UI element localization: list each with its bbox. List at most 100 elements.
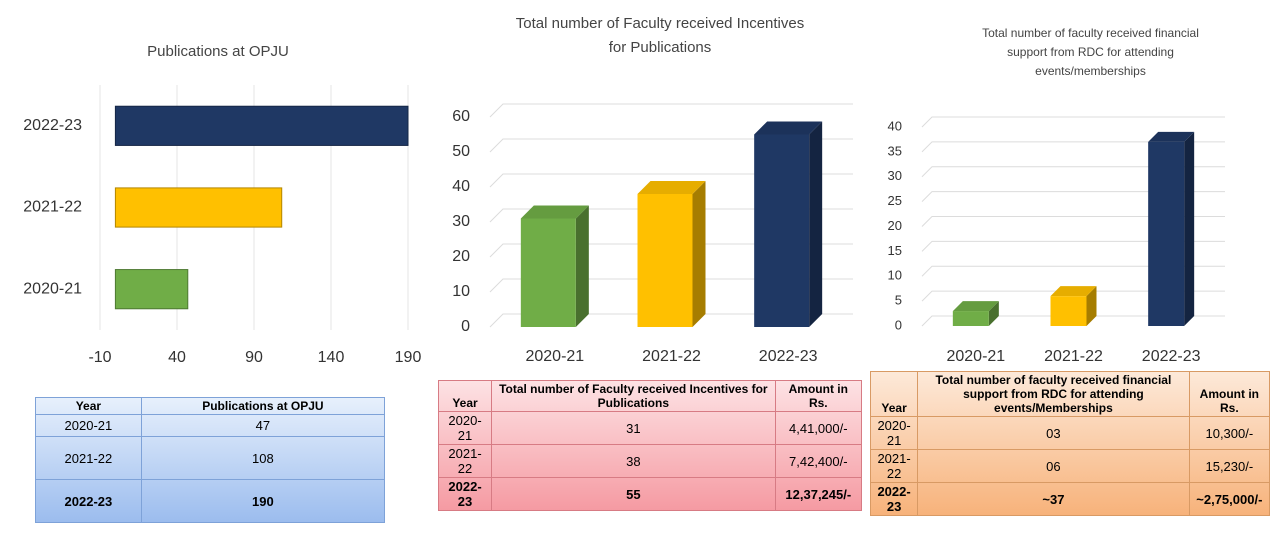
table-cell: 15,230/- bbox=[1188, 449, 1271, 483]
y-tick-label: 30 bbox=[452, 213, 470, 230]
y-tick-label: 30 bbox=[888, 168, 902, 183]
y-tick-label: 0 bbox=[461, 318, 470, 335]
y-tick-label: 0 bbox=[895, 317, 902, 332]
bar-top bbox=[520, 205, 589, 219]
x-tick-label: 2020-21 bbox=[946, 348, 1005, 365]
data-table: Year Total number of faculty received fin… bbox=[869, 371, 1271, 516]
table-cell: 38 bbox=[491, 444, 776, 478]
bar bbox=[1050, 296, 1087, 326]
grid-line bbox=[489, 103, 853, 118]
grid-line bbox=[921, 166, 1225, 178]
y-tick-label: 2021-22 bbox=[23, 199, 82, 216]
y-tick-label: 20 bbox=[452, 248, 470, 265]
y-tick-label: 60 bbox=[452, 108, 470, 125]
header-cell: Total number of Faculty received Incenti… bbox=[491, 380, 776, 412]
table-cell: 2022-23 bbox=[35, 479, 142, 523]
table-header: Year Total number of Faculty received Inc… bbox=[437, 380, 863, 412]
x-tick-label: 2022-23 bbox=[759, 348, 818, 365]
y-tick-label: 35 bbox=[888, 143, 902, 158]
header-cell: Publications at OPJU bbox=[140, 397, 386, 415]
grid-line bbox=[489, 208, 853, 223]
table-cell: 4,41,000/- bbox=[774, 411, 863, 445]
bar-top bbox=[952, 301, 999, 312]
data-table: Year Total number of Faculty received Inc… bbox=[437, 380, 863, 511]
table-row: 2020-21 31 4,41,000/- bbox=[437, 411, 863, 445]
table-cell: 190 bbox=[140, 479, 386, 523]
table-cell: 2020-21 bbox=[869, 416, 919, 450]
bar-top bbox=[754, 121, 823, 135]
table-cell: 108 bbox=[140, 436, 386, 480]
table-header: Year Total number of faculty received fin… bbox=[869, 371, 1271, 417]
table-cell: ~37 bbox=[917, 482, 1190, 516]
header-cell: Year bbox=[35, 397, 142, 415]
y-tick-label: 5 bbox=[895, 293, 902, 308]
x-tick-label: 140 bbox=[318, 349, 345, 366]
bar bbox=[754, 134, 810, 327]
chart-title: Total number of faculty received financi… bbox=[982, 26, 1199, 79]
table-cell: 12,37,245/- bbox=[774, 477, 863, 511]
table-row: 2020-21 47 bbox=[35, 414, 386, 437]
grid-line bbox=[489, 138, 853, 153]
bar bbox=[520, 218, 576, 327]
x-tick-label: 2020-21 bbox=[525, 348, 584, 365]
y-tick-label: 10 bbox=[452, 283, 470, 300]
x-tick-label: 190 bbox=[395, 349, 422, 366]
table-cell: 2021-22 bbox=[869, 449, 919, 483]
table-cell: 2022-23 bbox=[869, 482, 919, 516]
y-tick-label: 2020-21 bbox=[23, 280, 82, 297]
table-cell: 2022-23 bbox=[437, 477, 493, 511]
grid-line bbox=[489, 243, 853, 258]
grid-line bbox=[921, 290, 1225, 302]
y-tick-label: 2022-23 bbox=[23, 117, 82, 134]
table-cell: 31 bbox=[491, 411, 776, 445]
table-cell: 06 bbox=[917, 449, 1190, 483]
bar bbox=[952, 311, 989, 326]
x-tick-label: 90 bbox=[245, 349, 263, 366]
table-cell: 55 bbox=[491, 477, 776, 511]
table-row: 2022-23 55 12,37,245/- bbox=[437, 477, 863, 511]
bar-top bbox=[1148, 131, 1195, 142]
bar-side bbox=[809, 121, 823, 327]
y-tick-label: 50 bbox=[452, 143, 470, 160]
grid-line bbox=[921, 315, 1225, 327]
grid-line bbox=[921, 116, 1225, 128]
bar-side bbox=[1086, 286, 1097, 326]
table-cell: 2020-21 bbox=[437, 411, 493, 445]
table-row: 2020-21 03 10,300/- bbox=[869, 416, 1271, 450]
bar-top bbox=[1050, 286, 1097, 297]
bar-side bbox=[988, 301, 999, 326]
y-tick-label: 40 bbox=[452, 178, 470, 195]
grid-line bbox=[921, 191, 1225, 202]
x-tick-label: 40 bbox=[168, 349, 186, 366]
bar bbox=[637, 194, 693, 327]
bar-side bbox=[575, 205, 589, 327]
table-row: 2021-22 38 7,42,400/- bbox=[437, 444, 863, 478]
table-row: 2022-23 ~37 ~2,75,000/- bbox=[869, 482, 1271, 516]
table-row: 2021-22 108 bbox=[35, 436, 386, 480]
x-tick-label: -10 bbox=[88, 349, 111, 366]
header-cell: Amount in Rs. bbox=[774, 380, 863, 412]
grid-line bbox=[921, 240, 1225, 252]
x-tick-label: 2021-22 bbox=[642, 348, 701, 365]
data-table: Year Publications at OPJU 2020-21 47 2021-22… bbox=[35, 397, 386, 523]
table-cell: 2021-22 bbox=[437, 444, 493, 478]
y-tick-label: 40 bbox=[888, 118, 902, 133]
bar bbox=[114, 105, 409, 146]
x-tick-label: 2021-22 bbox=[1044, 348, 1103, 365]
table-cell: 10,300/- bbox=[1188, 416, 1271, 450]
header-cell: Total number of faculty received financi… bbox=[917, 371, 1190, 417]
grid-line bbox=[921, 141, 1225, 153]
bar-side bbox=[1184, 131, 1195, 326]
header-cell: Year bbox=[437, 380, 493, 412]
grid-line bbox=[489, 278, 853, 293]
grid-line bbox=[921, 216, 1225, 227]
grid-line bbox=[921, 265, 1225, 277]
bar bbox=[114, 187, 283, 228]
header-cell: Year bbox=[869, 371, 919, 417]
table-cell: ~2,75,000/- bbox=[1188, 482, 1271, 516]
table-cell: 47 bbox=[140, 414, 386, 437]
table-cell: 03 bbox=[917, 416, 1190, 450]
grid-line bbox=[489, 313, 853, 328]
bar bbox=[114, 269, 189, 310]
